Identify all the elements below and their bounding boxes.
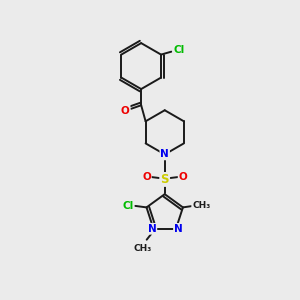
Text: O: O xyxy=(142,172,151,182)
Text: CH₃: CH₃ xyxy=(192,201,210,210)
Text: Cl: Cl xyxy=(173,45,184,55)
Text: CH₃: CH₃ xyxy=(134,244,152,253)
Text: Cl: Cl xyxy=(122,201,133,211)
Text: O: O xyxy=(178,172,188,182)
Text: O: O xyxy=(121,106,130,116)
Text: N: N xyxy=(174,224,183,234)
Text: N: N xyxy=(148,224,156,234)
Text: N: N xyxy=(160,149,169,159)
Text: S: S xyxy=(160,173,169,186)
